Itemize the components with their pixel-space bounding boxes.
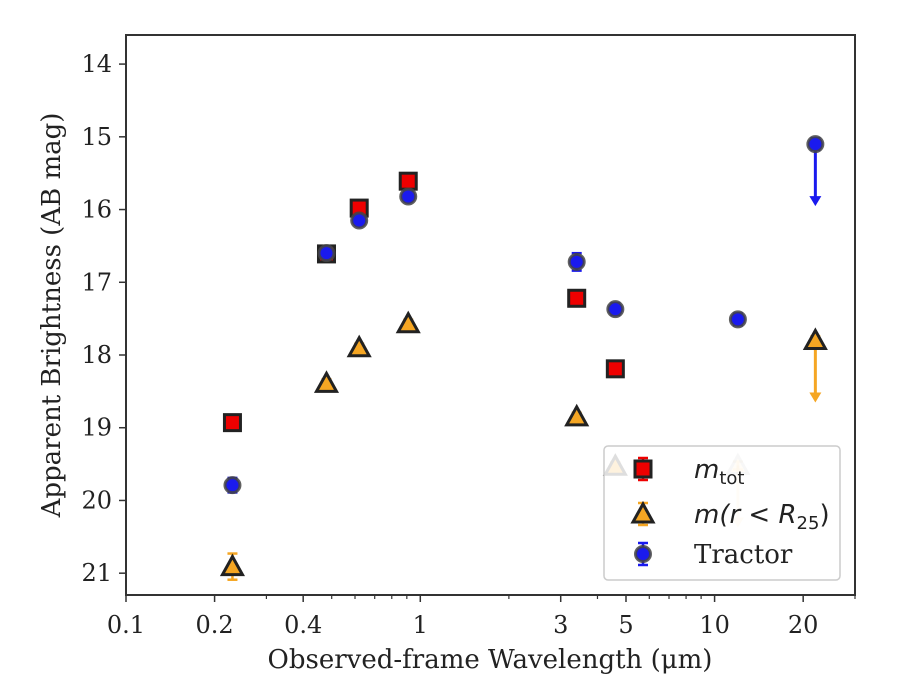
- x-tick-label-5: 5: [618, 611, 633, 639]
- mr25-point-1: [313, 370, 340, 393]
- tractor-limit-arrow-7-head: [809, 196, 822, 207]
- x-tick-label-1: 0.2: [196, 611, 234, 639]
- mr25-point-3: [395, 310, 421, 334]
- x-tick-label-6: 10: [699, 611, 730, 639]
- mr25-limit-arrow-7-head: [809, 392, 822, 403]
- tractor-point-6: [728, 310, 747, 329]
- y-tick-label-3: 17: [81, 268, 112, 296]
- mtot-point-4: [567, 288, 587, 308]
- y-tick-label-2: 16: [81, 196, 112, 224]
- y-tick-label-5: 19: [81, 414, 112, 442]
- x-tick-label-2: 0.4: [284, 611, 322, 639]
- legend-label-tractor: Tractor: [694, 540, 793, 570]
- y-tick-label-6: 20: [81, 486, 112, 514]
- x-tick-label-4: 3: [553, 611, 568, 639]
- plot-frame: [125, 34, 856, 596]
- x-tick-label-7: 20: [788, 611, 819, 639]
- mtot-point-0: [222, 413, 242, 433]
- tractor-point-4: [567, 252, 586, 271]
- legend-marker-tractor: [634, 545, 652, 563]
- series-tractor: [223, 135, 825, 495]
- tractor-limit-arrow-7: [809, 144, 822, 207]
- y-tick-label-1: 15: [81, 123, 112, 151]
- tractor-point-7: [806, 135, 825, 154]
- mtot-point-5: [605, 359, 625, 379]
- y-tick-label-0: 14: [81, 50, 112, 78]
- tractor-point-3: [399, 187, 418, 206]
- mr25-point-4: [564, 403, 590, 427]
- mr25-point-7: [802, 327, 828, 350]
- tractor-point-2: [350, 211, 369, 230]
- y-axis-label: Apparent Brightness (AB mag): [37, 113, 67, 519]
- tractor-point-5: [606, 300, 625, 319]
- mr25-limit-arrow-7: [809, 340, 822, 403]
- x-tick-label-0: 0.1: [107, 611, 145, 639]
- tractor-point-1: [317, 244, 336, 263]
- y-tick-label-7: 21: [81, 559, 112, 587]
- mr25-point-2: [346, 334, 372, 358]
- axis-ticks: 0.1 0.2 0.4 1 3 5 10 20 14 15 16 17 18 19 20 21: [81, 50, 856, 639]
- legend-label-mr25: m(r < R25): [694, 500, 830, 534]
- legend-marker-mr25: [630, 500, 656, 524]
- x-tick-label-3: 1: [413, 611, 428, 639]
- mtot-point-3: [398, 171, 418, 191]
- tractor-point-0: [223, 476, 242, 495]
- legend: mtot m(r < R25) Tractor: [603, 445, 841, 581]
- mr25-point-0: [219, 553, 246, 577]
- x-axis-label: Observed-frame Wavelength (μm): [268, 645, 713, 675]
- legend-marker-mtot: [633, 459, 653, 479]
- y-tick-label-4: 18: [81, 341, 112, 369]
- legend-label-mtot: mtot: [694, 455, 744, 489]
- legend-box: [603, 445, 841, 581]
